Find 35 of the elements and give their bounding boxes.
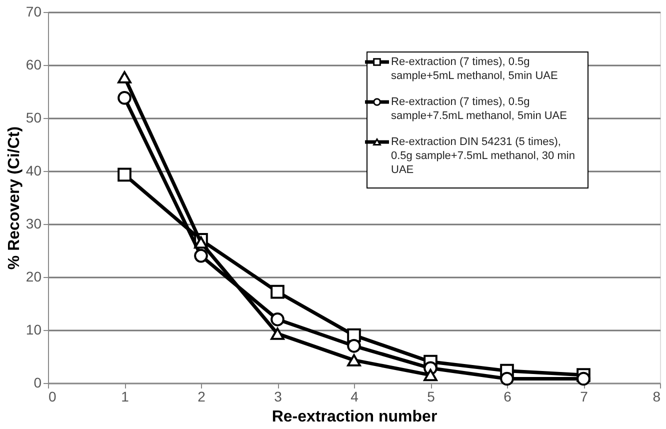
point — [500, 372, 514, 386]
point — [194, 248, 208, 263]
point — [424, 368, 438, 382]
point — [270, 284, 284, 299]
x-tick-label: 0 — [48, 388, 56, 404]
point — [270, 328, 284, 340]
x-tick-label: 7 — [580, 388, 588, 404]
x-tick-label: 6 — [504, 388, 512, 404]
y-axis-title: % Recovery (Ci/Ct) — [6, 126, 23, 270]
point — [576, 372, 590, 386]
y-tick-label: 50 — [26, 110, 42, 126]
x-tick-label: 5 — [427, 388, 436, 404]
y-tick-label: 30 — [26, 216, 42, 232]
y-tick-label: 20 — [26, 268, 42, 284]
x-tick-label: 8 — [652, 388, 661, 404]
point — [194, 236, 208, 249]
y-tick-label: 40 — [26, 162, 42, 178]
x-tick-label: 2 — [198, 388, 206, 404]
point — [118, 168, 132, 182]
legend-label: Re-extraction (7 times), 0.5g sample+5mL methanol, 5min UAE — [391, 56, 558, 82]
legend-label: Re-extraction DIN 54231 (5 times), 0.5g sample+7.5mL methanol, 30 min UAE — [391, 136, 575, 176]
x-tick-label: 1 — [121, 388, 130, 404]
y-tick-label: 10 — [26, 322, 42, 338]
y-tick-label: 70 — [26, 4, 42, 20]
point — [347, 338, 361, 353]
y-tick-label: 60 — [26, 56, 42, 72]
point — [270, 312, 284, 326]
y-tick-label: 0 — [34, 374, 42, 390]
legend-label: Re-extraction (7 times), 0.5g sample+7.5mL methanol, 5min UAE — [391, 96, 567, 122]
point — [347, 354, 361, 366]
x-tick-label: 4 — [350, 388, 359, 404]
x-tick-label: 3 — [274, 388, 282, 404]
point — [118, 90, 132, 105]
point — [118, 71, 132, 84]
x-axis-title: Re-extraction number — [272, 408, 438, 426]
